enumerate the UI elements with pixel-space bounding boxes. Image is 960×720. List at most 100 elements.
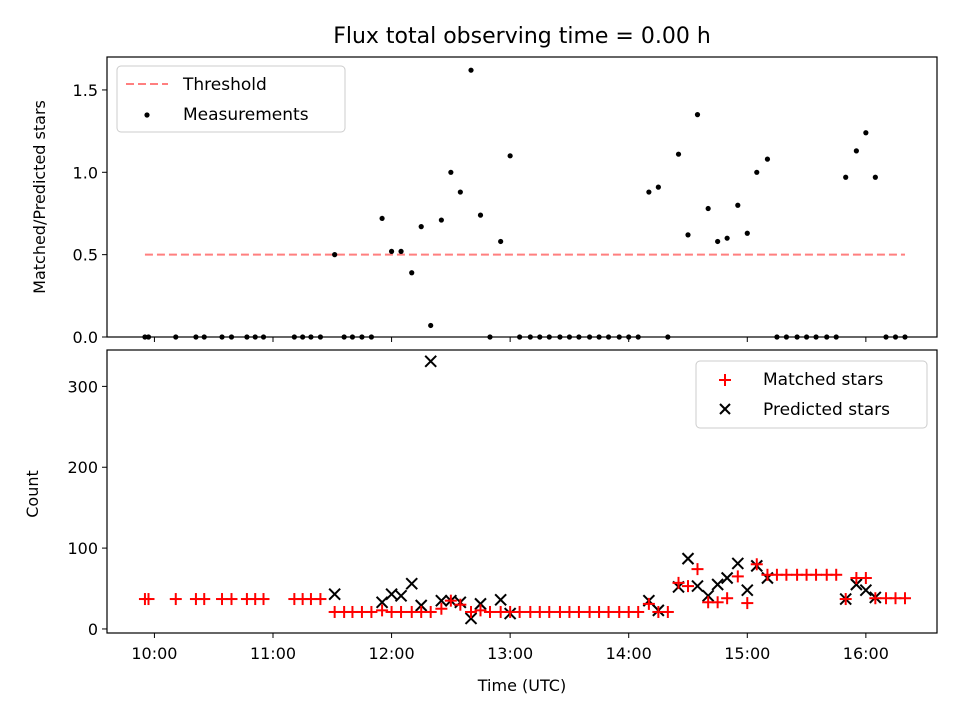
top-legend: Threshold Measurements [116, 65, 346, 133]
y-tick-label: 0 [88, 620, 98, 639]
bottom-y-ticks: 0 100 200 300 [67, 377, 107, 639]
matched-point [711, 596, 724, 609]
legend-matched-label: Matched stars [763, 370, 883, 390]
matched-point [661, 605, 674, 618]
bottom-x-ticks: 10:00 11:00 12:00 13:00 14:00 15:00 16:00 [131, 633, 889, 663]
matched-point [810, 568, 823, 581]
measurement-point [646, 189, 652, 195]
predicted-point [494, 593, 507, 607]
predicted-point [328, 587, 341, 601]
legend-measurements-swatch [144, 112, 150, 118]
top-y-ticks: 0.0 0.5 1.0 1.5 [73, 81, 107, 347]
y-tick-label: 0.0 [73, 328, 98, 347]
matched-point [691, 563, 704, 576]
matched-point [513, 605, 526, 618]
predicted-point [435, 594, 448, 607]
measurement-point [754, 169, 760, 175]
matched-point [483, 605, 496, 618]
matched-point [830, 568, 843, 581]
predicted-point [731, 557, 745, 570]
measurement-point [764, 156, 771, 162]
count-panel: 0 100 200 300 10:00 11:00 12:00 13:00 14:00 15:0… [23, 349, 938, 695]
matched-point [572, 605, 585, 618]
measurement-point [685, 232, 691, 238]
measurement-point [477, 212, 484, 218]
predicted-point [394, 589, 408, 603]
matched-point [465, 605, 478, 618]
measurement-point [705, 205, 711, 212]
measurement-point [694, 112, 701, 118]
x-tick-label: 14:00 [606, 644, 652, 663]
predicted-point [711, 578, 724, 591]
predicted-point [474, 597, 487, 611]
matched-point [898, 592, 911, 605]
measurement-point [507, 153, 513, 159]
y-tick-label: 1.5 [73, 81, 98, 100]
y-tick-label: 0.5 [73, 246, 98, 265]
predicted-point [681, 552, 695, 565]
x-tick-label: 15:00 [724, 644, 770, 663]
legend-measurements-label: Measurements [183, 105, 309, 125]
matched-point [721, 592, 734, 605]
matched-point [632, 605, 645, 618]
matched-point [365, 605, 378, 618]
top-x-ticks [153, 337, 867, 342]
chart-title: Flux total observing time = 0.00 h [333, 24, 711, 49]
matched-point [376, 604, 389, 617]
predicted-point [415, 599, 428, 612]
matched-point [682, 580, 694, 593]
measurement-point [724, 235, 730, 241]
x-axis-label: Time (UTC) [477, 676, 566, 695]
y-tick-label: 1.0 [73, 163, 98, 182]
predicted-point [464, 612, 478, 625]
measurement-points [142, 67, 908, 340]
matched-point [454, 598, 467, 611]
measurement-point [332, 252, 338, 258]
matched-point [741, 597, 754, 610]
matched-point [602, 605, 615, 618]
predicted-point [859, 583, 873, 597]
predicted-points [328, 355, 882, 625]
measurement-point [655, 184, 661, 190]
top-axes-frame [106, 56, 938, 338]
x-tick-label: 12:00 [369, 644, 415, 663]
matched-point [474, 604, 487, 617]
matched-point [543, 605, 556, 618]
bottom-legend-box [695, 360, 928, 429]
predicted-point [385, 587, 398, 601]
matched-point [395, 605, 408, 618]
measurement-point [675, 151, 682, 157]
matched-point [780, 568, 793, 581]
legend-predicted-label: Predicted stars [763, 400, 890, 420]
top-legend-box [116, 65, 346, 133]
y-tick-label: 200 [67, 458, 98, 477]
measurement-point [457, 189, 463, 195]
matched-point [435, 602, 448, 615]
measurement-point [438, 217, 444, 223]
measurement-point [468, 67, 474, 73]
matched-point [859, 572, 872, 585]
predicted-point [424, 355, 437, 368]
x-tick-label: 10:00 [131, 644, 177, 663]
matched-point [257, 593, 270, 606]
measurement-point [428, 322, 434, 329]
measurement-point [409, 270, 415, 276]
measurement-point [715, 238, 721, 245]
ratio-panel: 0.0 0.5 1.0 1.5 Matched/Predicted stars Thr… [30, 56, 938, 347]
bottom-axes-frame [106, 349, 938, 634]
predicted-point [691, 579, 704, 593]
y-tick-label: 300 [67, 377, 98, 396]
top-y-axis-label: Matched/Predicted stars [30, 100, 49, 294]
matched-point [142, 593, 155, 606]
measurement-point [379, 215, 385, 222]
matched-point [424, 605, 437, 618]
measurement-point [872, 174, 878, 180]
matched-point [198, 593, 211, 606]
matched-point [642, 597, 655, 610]
matched-point [444, 594, 457, 607]
legend-predicted-swatch [719, 403, 731, 415]
x-tick-label: 13:00 [487, 644, 533, 663]
matched-point [731, 570, 744, 583]
matched-point [672, 576, 685, 589]
